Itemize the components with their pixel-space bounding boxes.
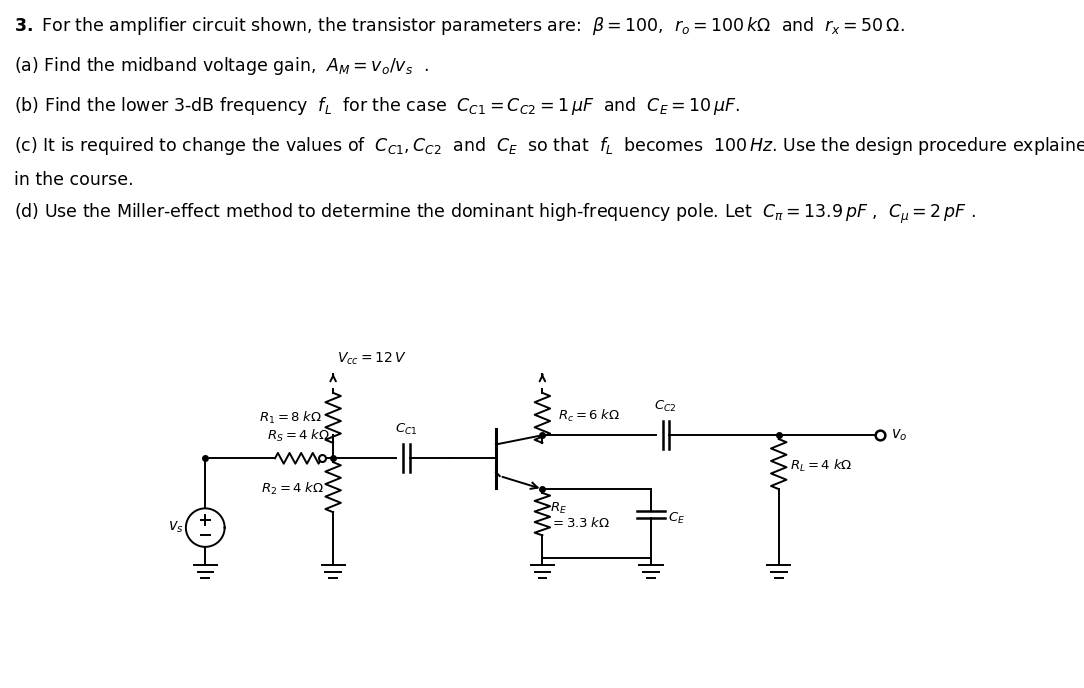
- Text: $V_{cc} =12\,V$: $V_{cc} =12\,V$: [337, 351, 406, 367]
- Text: $R_1 = 8 \;  k\Omega$: $R_1 = 8 \; k\Omega$: [259, 410, 322, 427]
- Text: $C_E$: $C_E$: [668, 510, 685, 526]
- Text: $C_{C1}$: $C_{C1}$: [395, 422, 417, 437]
- Text: $\mathbf{3.}$ For the amplifier circuit shown, the transistor parameters are:  $: $\mathbf{3.}$ For the amplifier circuit …: [14, 15, 905, 37]
- Text: $R_2 = 4 \; k\Omega$: $R_2 = 4 \; k\Omega$: [261, 481, 324, 497]
- Text: $= 3.3 \; k\Omega$: $= 3.3 \; k\Omega$: [550, 516, 610, 530]
- Text: (b) Find the lower 3-dB frequency  $f_L$  for the case  $C_{C1} = C_{C2} = 1\,\m: (b) Find the lower 3-dB frequency $f_L$ …: [14, 95, 740, 117]
- Text: in the course.: in the course.: [14, 171, 133, 189]
- Text: (d) Use the Miller-effect method to determine the dominant high-frequency pole. : (d) Use the Miller-effect method to dete…: [14, 202, 976, 226]
- Text: $v_s$: $v_s$: [168, 519, 183, 535]
- Text: $R_L = 4 \; k\Omega$: $R_L = 4 \; k\Omega$: [790, 458, 853, 474]
- Text: $R_S = 4 \; k\Omega$: $R_S = 4 \; k\Omega$: [267, 429, 330, 444]
- Text: (c) It is required to change the values of  $C_{C1}, C_{C2}$  and  $C_E$  so tha: (c) It is required to change the values …: [14, 135, 1084, 157]
- Text: $C_{C2}$: $C_{C2}$: [655, 398, 676, 413]
- Text: $R_E$: $R_E$: [550, 501, 567, 516]
- Text: (a) Find the midband voltage gain,  $A_M = v_o/v_s$  .: (a) Find the midband voltage gain, $A_M …: [14, 55, 429, 77]
- Text: $R_c = 6 \; k\Omega$: $R_c = 6 \; k\Omega$: [558, 408, 620, 424]
- Text: $v_o$: $v_o$: [891, 427, 907, 443]
